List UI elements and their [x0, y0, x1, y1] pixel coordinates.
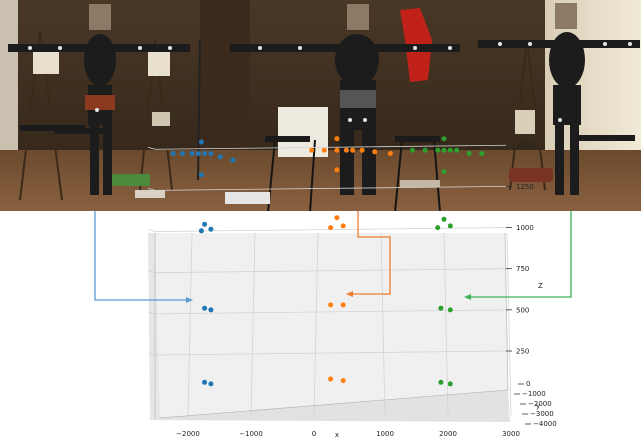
orange-joint-point	[334, 167, 340, 173]
orange-joint-point	[340, 223, 346, 229]
orange-arrow-head	[346, 291, 353, 297]
blue-joint-point	[202, 379, 208, 385]
x-tick-label: −2000	[176, 430, 200, 438]
y-axis-ticks: 0 −1000 −2000 −3000 −4000	[514, 380, 557, 428]
arrow-heads	[186, 291, 471, 303]
x-tick-label: 2000	[439, 430, 457, 438]
plot-floor-pane	[150, 390, 510, 422]
green-joint-point	[441, 169, 447, 175]
blue-joint-point	[208, 307, 214, 313]
green-joint-point	[435, 147, 441, 153]
orange-joint-point	[343, 147, 349, 153]
green-joint-point	[466, 151, 472, 156]
green-joint-point	[435, 225, 441, 231]
blue-joint-point	[208, 151, 214, 156]
z-axis-label: Z	[538, 282, 543, 290]
green-joint-point	[479, 151, 485, 156]
orange-joint-point	[334, 136, 340, 142]
green-joint-point	[454, 147, 460, 153]
orange-callout-arrow	[349, 211, 391, 295]
blue-joint-point	[195, 151, 201, 156]
y-tick-label: −3000	[530, 410, 554, 418]
orange-joint-point	[387, 151, 393, 156]
blue-joint-point	[202, 151, 208, 156]
blue-joint-point	[198, 228, 204, 234]
orange-joint-point	[359, 147, 365, 153]
blue-joint-point	[217, 154, 223, 160]
orange-joint-point	[334, 215, 340, 221]
blue-joint-point	[208, 226, 214, 232]
green-joint-point	[447, 223, 453, 229]
green-joint-point	[441, 136, 447, 142]
z-tick-label: 1250	[516, 183, 534, 191]
green-joint-point	[441, 216, 447, 222]
x-tick-label: −1000	[239, 430, 263, 438]
blue-arrow-head	[186, 297, 193, 303]
y-tick-label: −1000	[522, 390, 546, 398]
blue-joint-point	[230, 157, 236, 163]
x-axis-ticks: −2000 −1000 0 1000 2000 3000	[176, 430, 520, 438]
blue-joint-point	[180, 151, 186, 156]
scatter-points	[170, 136, 485, 387]
y-tick-label: −4000	[533, 420, 557, 428]
orange-joint-point	[328, 376, 334, 382]
plot-back-pane	[155, 233, 508, 418]
green-joint-point	[410, 147, 415, 153]
green-joint-point	[447, 307, 453, 313]
z-tick-label: 1500	[516, 142, 534, 150]
orange-joint-point	[321, 147, 327, 153]
z-tick-label: 750	[516, 265, 529, 273]
orange-joint-point	[309, 147, 315, 153]
plot-left-pane	[148, 233, 160, 420]
motion-capture-stage-photo	[0, 0, 641, 211]
green-joint-point	[447, 381, 453, 387]
blue-joint-point	[202, 305, 208, 311]
blue-joint-point	[198, 139, 204, 145]
y-axis-label: y	[536, 402, 540, 410]
pane-edges	[154, 232, 509, 419]
blue-joint-point	[208, 381, 214, 387]
x-tick-label: 1000	[376, 430, 394, 438]
green-arrow-head	[464, 294, 471, 300]
orange-joint-point	[340, 378, 346, 384]
z-tick-label: 250	[516, 348, 529, 356]
orange-joint-point	[340, 302, 346, 308]
green-callout-arrow	[468, 211, 572, 298]
blue-joint-point	[189, 151, 195, 156]
callout-arrows	[94, 211, 572, 301]
green-joint-point	[422, 147, 428, 153]
z-tick-label: 1000	[516, 224, 534, 232]
orange-joint-point	[350, 147, 356, 153]
green-joint-point	[447, 147, 453, 153]
orange-joint-point	[328, 225, 334, 231]
orange-joint-point	[334, 147, 340, 153]
x-axis-label: x	[335, 431, 339, 438]
blue-joint-point	[170, 151, 176, 156]
x-tick-label: 3000	[502, 430, 520, 438]
green-joint-point	[438, 305, 444, 311]
grid-lines	[147, 144, 512, 417]
green-joint-point	[441, 147, 447, 153]
z-tick-label: 500	[516, 306, 529, 314]
z-axis-ticks: 250 500 750 1000 1250 1500	[506, 142, 534, 356]
y-tick-label: −2000	[528, 400, 552, 408]
green-joint-point	[438, 379, 444, 385]
orange-joint-point	[328, 302, 334, 308]
orange-joint-point	[372, 149, 378, 155]
blue-joint-point	[198, 172, 204, 178]
blue-callout-arrow	[94, 211, 187, 301]
x-tick-label: 0	[312, 430, 316, 438]
y-tick-label: 0	[526, 380, 530, 388]
blue-joint-point	[202, 221, 208, 227]
